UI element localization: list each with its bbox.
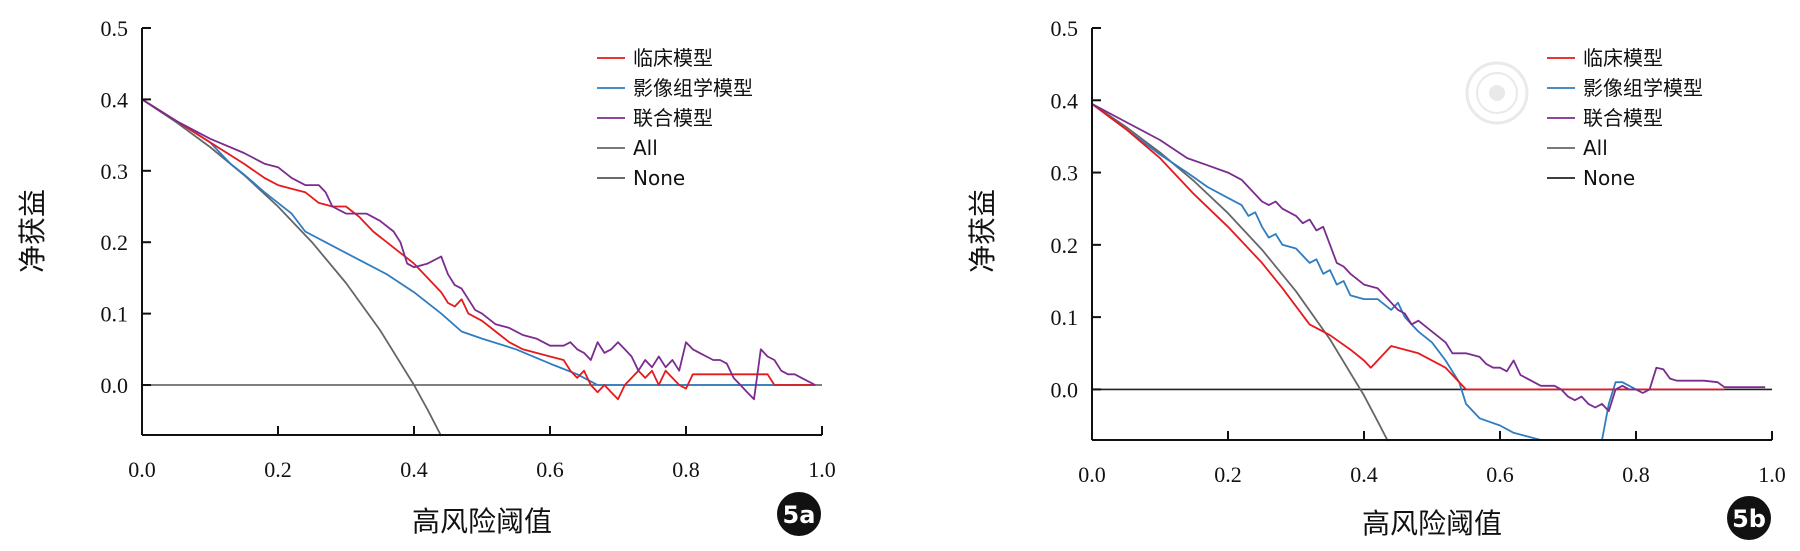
y-tick-label: 0.4: [1051, 88, 1079, 113]
badge-label: 5b: [1732, 505, 1766, 533]
y-tick-label: 0.0: [101, 373, 129, 398]
x-tick-label: 0.2: [1214, 462, 1242, 487]
series-line-combined: [141, 98, 816, 401]
y-tick-label: 0.1: [101, 302, 129, 327]
y-axis-label: 净获益: [16, 189, 49, 273]
y-tick-label: 0.2: [101, 230, 129, 255]
y-tick-label: 0.3: [101, 159, 129, 184]
legend-label: None: [1583, 166, 1635, 190]
x-ticks: 0.0 0.2 0.4 0.6 0.8 1.0: [128, 426, 836, 482]
y-tick-label: 0.3: [1051, 161, 1079, 186]
legend-label: 联合模型: [633, 106, 713, 130]
y-tick-label: 0.4: [101, 87, 129, 112]
legend-label: All: [1583, 136, 1608, 160]
badge-label: 5a: [783, 501, 816, 529]
y-ticks: 0.0 0.1 0.2 0.3 0.4 0.5: [1051, 16, 1101, 402]
legend-label: None: [633, 166, 685, 190]
series-line-clinical: [1091, 103, 1725, 391]
series-line-radiomics: [141, 98, 816, 386]
x-tick-label: 1.0: [1758, 462, 1786, 487]
x-tick-label: 0.4: [1350, 462, 1378, 487]
x-axis-label: 高风险阈值: [1362, 507, 1502, 540]
series-line-all: [141, 98, 442, 437]
y-tick-label: 0.5: [101, 16, 129, 41]
x-tick-label: 0.6: [1486, 462, 1514, 487]
watermark-seal-icon: [1465, 61, 1529, 125]
panel-5b: 0.0 0.1 0.2 0.3 0.4 0.5 0.0 0.2 0.4 0.6 0.8 1.0 高风…: [966, 16, 1786, 540]
legend-label: All: [633, 136, 658, 160]
x-tick-label: 1.0: [808, 457, 836, 482]
x-ticks: 0.0 0.2 0.4 0.6 0.8 1.0: [1078, 431, 1786, 487]
x-tick-label: 0.2: [264, 457, 292, 482]
legend-label: 联合模型: [1583, 106, 1663, 130]
x-tick-label: 0.8: [1622, 462, 1650, 487]
x-tick-label: 0.8: [672, 457, 700, 482]
panel-5a: 0.0 0.1 0.2 0.3 0.4 0.5 0.0 0.2 0.4 0.6 0.8 1.0 高风…: [16, 16, 836, 538]
x-tick-label: 0.0: [1078, 462, 1106, 487]
y-tick-label: 0.0: [1051, 377, 1079, 402]
legend-label: 影像组学模型: [1583, 76, 1703, 100]
series-line-all: [1091, 103, 1389, 442]
legend-label: 影像组学模型: [633, 76, 753, 100]
series-line-combined: [1091, 103, 1766, 413]
x-axis-label: 高风险阈值: [412, 505, 552, 538]
series-lines: [1091, 103, 1772, 442]
badge-5a: 5a: [777, 492, 821, 536]
y-axis-label: 净获益: [966, 189, 999, 273]
x-tick-label: 0.6: [536, 457, 564, 482]
series-line-clinical: [141, 98, 816, 401]
legend-label: 临床模型: [1583, 46, 1663, 70]
legend-label: 临床模型: [633, 46, 713, 70]
y-tick-label: 0.2: [1051, 233, 1079, 258]
x-tick-label: 0.4: [400, 457, 428, 482]
y-ticks: 0.0 0.1 0.2 0.3 0.4 0.5: [101, 16, 151, 398]
y-tick-label: 0.1: [1051, 305, 1079, 330]
x-tick-label: 0.0: [128, 457, 156, 482]
series-lines: [141, 98, 822, 437]
y-tick-label: 0.5: [1051, 16, 1079, 41]
badge-5b: 5b: [1727, 496, 1771, 540]
